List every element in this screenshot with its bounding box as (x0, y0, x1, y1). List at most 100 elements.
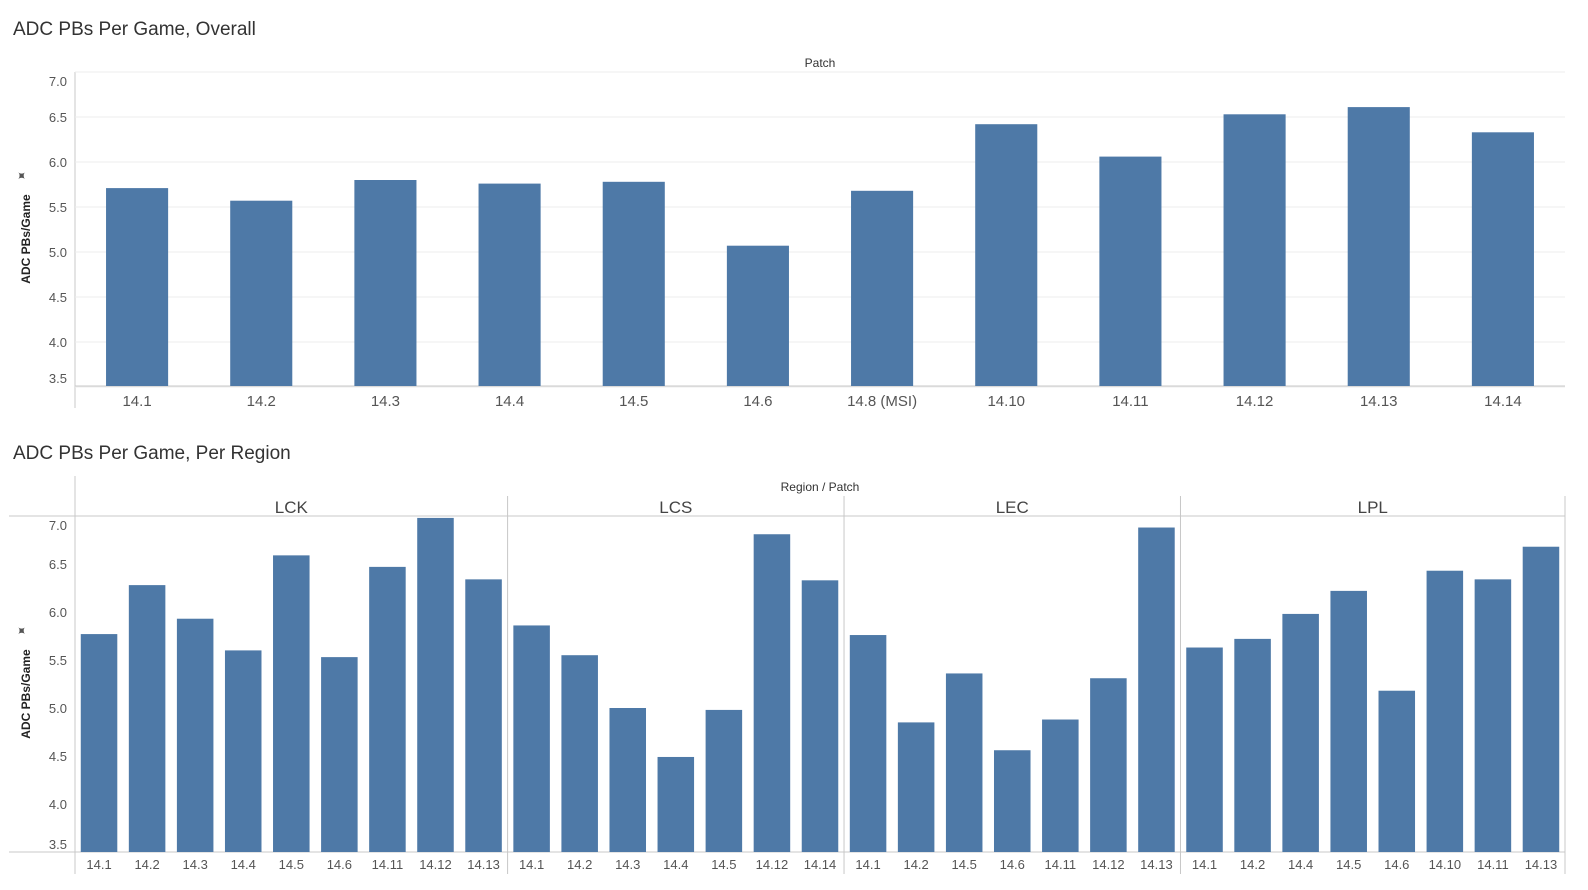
pane-header-lcs: LCS (659, 498, 692, 517)
chart-title: ADC PBs Per Game, Per Region (13, 443, 291, 464)
bar (753, 534, 791, 852)
bar (1347, 107, 1410, 386)
header-label: Patch (805, 56, 836, 70)
bar (993, 750, 1031, 852)
x-tick-label: 14.5 (619, 393, 648, 410)
x-tick-label: 14.11 (1112, 393, 1148, 410)
x-tick-label: 14.2 (134, 857, 159, 872)
y-axis-label: ADC PBs/Game (19, 649, 33, 739)
bar (369, 566, 406, 852)
bar (230, 200, 293, 386)
x-tick-label: 14.12 (756, 857, 789, 872)
header-label: Region / Patch (781, 480, 860, 494)
x-tick-label: 14.1 (855, 857, 880, 872)
y-tick-label: 4.0 (49, 797, 67, 812)
bar (561, 655, 598, 852)
x-tick-label: 14.5 (279, 857, 304, 872)
y-tick-label: 4.5 (49, 290, 67, 305)
x-tick-label: 14.6 (743, 393, 772, 410)
bar (354, 180, 417, 386)
x-tick-label: 14.2 (247, 393, 276, 410)
x-tick-label: 14.4 (495, 393, 524, 410)
x-tick-label: 14.4 (1288, 857, 1313, 872)
bar (128, 585, 166, 852)
y-tick-label: 6.0 (49, 155, 67, 170)
x-tick-label: 14.6 (327, 857, 352, 872)
bar (1471, 132, 1534, 386)
x-tick-label: 14.13 (1140, 857, 1173, 872)
x-tick-label: 14.1 (86, 857, 111, 872)
bar (417, 517, 454, 852)
x-tick-label: 14.6 (1384, 857, 1409, 872)
x-tick-label: 14.1 (122, 393, 151, 410)
pane-header-lec: LEC (996, 498, 1029, 517)
bar (1099, 156, 1162, 386)
x-tick-label: 14.4 (663, 857, 688, 872)
pin-icon: ✦ (13, 167, 31, 185)
x-tick-label: 14.11 (1045, 857, 1077, 872)
x-tick-label: 14.2 (1240, 857, 1265, 872)
bar (705, 709, 743, 852)
y-tick-label: 3.5 (49, 837, 67, 852)
bar (1378, 690, 1416, 852)
bar (465, 579, 502, 852)
bar (801, 580, 839, 852)
x-tick-label: 14.13 (1525, 857, 1558, 872)
bar (945, 673, 983, 852)
bar (849, 635, 887, 852)
x-tick-label: 14.12 (1092, 857, 1125, 872)
bar (975, 124, 1038, 386)
y-tick-label: 5.5 (49, 200, 67, 215)
bar (1223, 114, 1286, 387)
bar (106, 188, 169, 386)
x-tick-label: 14.14 (1484, 393, 1522, 410)
bar (602, 181, 665, 386)
bar (897, 722, 935, 852)
x-tick-label: 14.2 (567, 857, 592, 872)
bar (224, 650, 262, 852)
bar (851, 190, 914, 386)
y-tick-label: 3.5 (49, 371, 67, 386)
bar (1474, 579, 1512, 852)
bar (1234, 638, 1271, 852)
x-tick-label: 14.5 (711, 857, 736, 872)
pane-header-lpl: LPL (1358, 498, 1388, 517)
bar (1186, 647, 1223, 852)
x-tick-label: 14.5 (952, 857, 977, 872)
bar (513, 625, 550, 852)
x-tick-label: 14.13 (1360, 393, 1398, 410)
x-tick-label: 14.11 (372, 857, 404, 872)
x-tick-label: 14.10 (987, 393, 1025, 410)
x-tick-label: 14.6 (1000, 857, 1025, 872)
y-tick-label: 5.5 (49, 653, 67, 668)
y-tick-label: 4.0 (49, 335, 67, 350)
bar (321, 657, 358, 852)
bar (726, 245, 789, 386)
bar (80, 634, 118, 852)
x-tick-label: 14.1 (1192, 857, 1217, 872)
bar (1282, 613, 1319, 852)
bar (609, 708, 647, 852)
bar (657, 756, 695, 852)
pin-icon: ✦ (13, 622, 31, 640)
y-tick-label: 6.5 (49, 557, 67, 572)
x-tick-label: 14.12 (1236, 393, 1274, 410)
x-tick-label: 14.3 (183, 857, 208, 872)
bar (1138, 527, 1175, 852)
y-tick-label: 5.0 (49, 245, 67, 260)
bar (1426, 570, 1464, 852)
x-tick-label: 14.12 (419, 857, 452, 872)
y-tick-label: 7.0 (49, 74, 67, 89)
x-tick-label: 14.10 (1429, 857, 1462, 872)
bar (1042, 719, 1079, 852)
x-tick-label: 14.1 (519, 857, 544, 872)
chart-title: ADC PBs Per Game, Overall (13, 19, 256, 40)
bar (478, 183, 541, 386)
x-tick-label: 14.3 (371, 393, 400, 410)
x-tick-label: 14.13 (467, 857, 500, 872)
x-tick-label: 14.14 (804, 857, 837, 872)
x-tick-label: 14.8 (MSI) (847, 393, 917, 410)
bar (1330, 590, 1367, 852)
y-tick-label: 6.5 (49, 110, 67, 125)
